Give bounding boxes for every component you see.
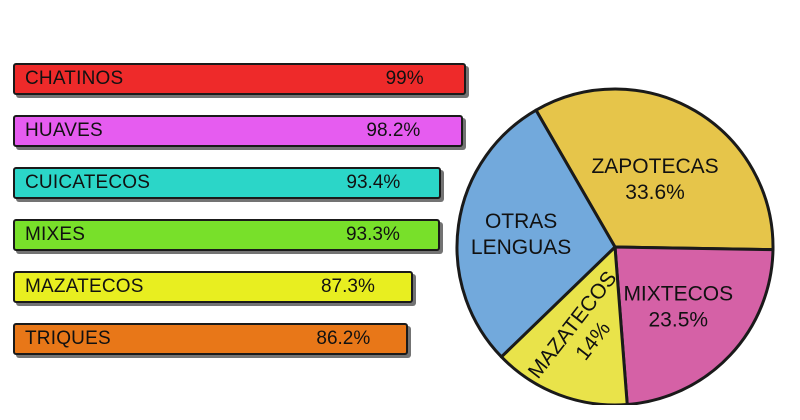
bar-mazatecos: MAZATECOS 87.3% (13, 271, 413, 303)
bar-label: CHATINOS (25, 68, 124, 89)
bar-label: CUICATECOS (25, 172, 151, 193)
bar-label: TRIQUES (25, 328, 111, 349)
pie-slice-mazatecos (499, 245, 629, 405)
bar-value-label: 87.3% (320, 276, 375, 297)
bar-triques: TRIQUES 86.2% (13, 323, 408, 355)
bar-value-label: 98.2% (366, 120, 421, 141)
bar-label: MIXES (25, 224, 86, 245)
bar-mixes: MIXES 93.3% (13, 219, 441, 251)
pie-slice-mixtecos (613, 245, 775, 405)
bar-label: MAZATECOS (25, 276, 144, 297)
pie-slice-zapotecas (534, 87, 775, 252)
pie-slice-label: ZAPOTECAS 33.6% (591, 155, 718, 204)
bar-chatinos: CHATINOS 99% (13, 63, 467, 95)
bar-value-label: 99% (385, 68, 424, 89)
bar-value-label: 86.2% (316, 328, 371, 349)
bar-cuicatecos: CUICATECOS 93.4% (13, 167, 441, 199)
bar-chart: CHATINOS 99% HUAVES 98.2% CUICATECOS 93.4% MIX… (13, 63, 467, 355)
bar-value-label: 93.3% (345, 224, 400, 245)
pie-slice-label: MIXTECOS 23.5% (623, 283, 733, 332)
pie-chart: ZAPOTECAS 33.6%MIXTECOS 23.5%MAZATECOS14%O… (455, 87, 775, 405)
bar-label: HUAVES (25, 120, 103, 141)
bar-value-label: 93.4% (346, 172, 401, 193)
pie-slice-otras-lenguas (455, 108, 617, 359)
bar-huaves: HUAVES 98.2% (13, 115, 463, 147)
pie-slice-label: OTRAS LENGUAS (471, 210, 571, 259)
